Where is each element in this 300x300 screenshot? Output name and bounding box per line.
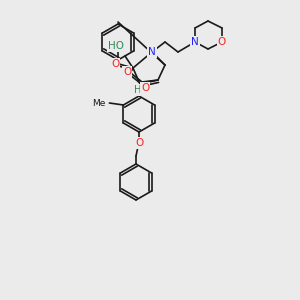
- Text: O: O: [218, 37, 226, 47]
- Text: O: O: [111, 59, 119, 69]
- Text: HO: HO: [108, 41, 124, 51]
- Text: N: N: [191, 37, 199, 47]
- Text: Me: Me: [92, 98, 105, 107]
- Text: N: N: [148, 47, 156, 57]
- Text: H: H: [134, 85, 142, 95]
- Text: O: O: [141, 83, 149, 93]
- Text: O: O: [123, 67, 131, 77]
- Text: O: O: [135, 138, 143, 148]
